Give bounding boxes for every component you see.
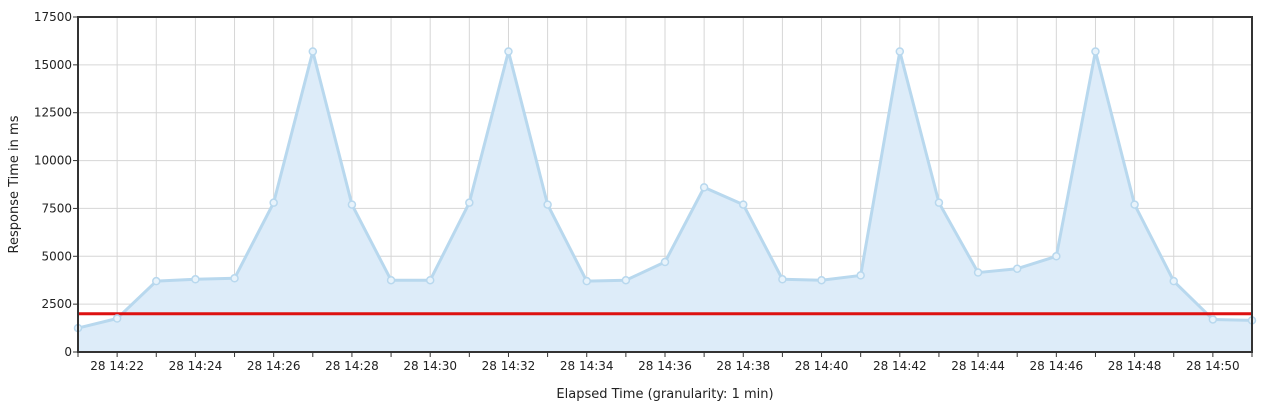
data-point (112, 314, 122, 323)
data-point (543, 200, 552, 209)
y-axis-ticks: 0 2500 5000 7500 10000 12500 15000 17500 (34, 10, 78, 359)
x-tick-label: 28 14:30 (403, 359, 457, 373)
x-tick-label: 28 14:26 (247, 359, 301, 373)
data-point (425, 275, 435, 285)
data-point (934, 198, 944, 207)
data-point (504, 47, 513, 56)
data-point (895, 47, 905, 56)
x-tick-label: 28 14:50 (1186, 359, 1240, 373)
x-tick-label: 28 14:34 (560, 359, 614, 373)
y-tick-label: 5000 (41, 249, 72, 263)
data-point (191, 275, 200, 284)
y-tick-label: 12500 (34, 106, 72, 120)
x-tick-label: 28 14:46 (1029, 359, 1083, 373)
y-tick-label: 15000 (34, 58, 72, 72)
data-point (347, 200, 357, 209)
data-point (230, 274, 239, 283)
data-point (582, 276, 591, 286)
x-tick-label: 28 14:24 (169, 359, 223, 373)
data-point (621, 275, 631, 285)
data-point (1130, 200, 1139, 209)
x-tick-label: 28 14:28 (325, 359, 379, 373)
y-tick-label: 2500 (41, 297, 72, 311)
x-axis-title: Elapsed Time (granularity: 1 min) (556, 387, 773, 402)
x-tick-label: 28 14:36 (638, 359, 692, 373)
y-tick-label: 10000 (34, 154, 72, 168)
data-point (152, 276, 161, 286)
data-point (856, 271, 865, 280)
x-tick-label: 28 14:32 (482, 359, 536, 373)
x-axis-ticks: 28 14:22 28 14:24 28 14:26 28 14:28 28 14:30… (77, 352, 1253, 373)
x-tick-label: 28 14:42 (873, 359, 927, 373)
data-point (699, 183, 709, 192)
data-point (465, 198, 474, 207)
data-point (817, 275, 826, 285)
data-point (739, 200, 748, 209)
data-points-layer (73, 47, 1257, 333)
data-point (269, 198, 278, 207)
y-tick-label: 7500 (41, 201, 72, 215)
data-point (386, 275, 396, 285)
y-axis-title: Response Time in ms (7, 115, 22, 253)
x-tick-label: 28 14:40 (795, 359, 849, 373)
x-tick-label: 28 14:44 (951, 359, 1005, 373)
x-tick-label: 28 14:22 (90, 359, 144, 373)
data-point (660, 257, 670, 267)
data-point (973, 268, 983, 277)
x-tick-label: 28 14:48 (1108, 359, 1162, 373)
y-tick-label: 17500 (34, 10, 72, 24)
x-tick-label: 28 14:38 (716, 359, 770, 373)
data-point (778, 275, 787, 284)
series-area-fill (78, 51, 1252, 352)
data-point (1169, 276, 1178, 286)
data-point (1052, 252, 1061, 261)
data-point (1208, 315, 1218, 324)
y-tick-label: 0 (64, 345, 72, 359)
data-point (308, 47, 318, 56)
data-point (1012, 264, 1022, 273)
data-point (1091, 47, 1100, 56)
